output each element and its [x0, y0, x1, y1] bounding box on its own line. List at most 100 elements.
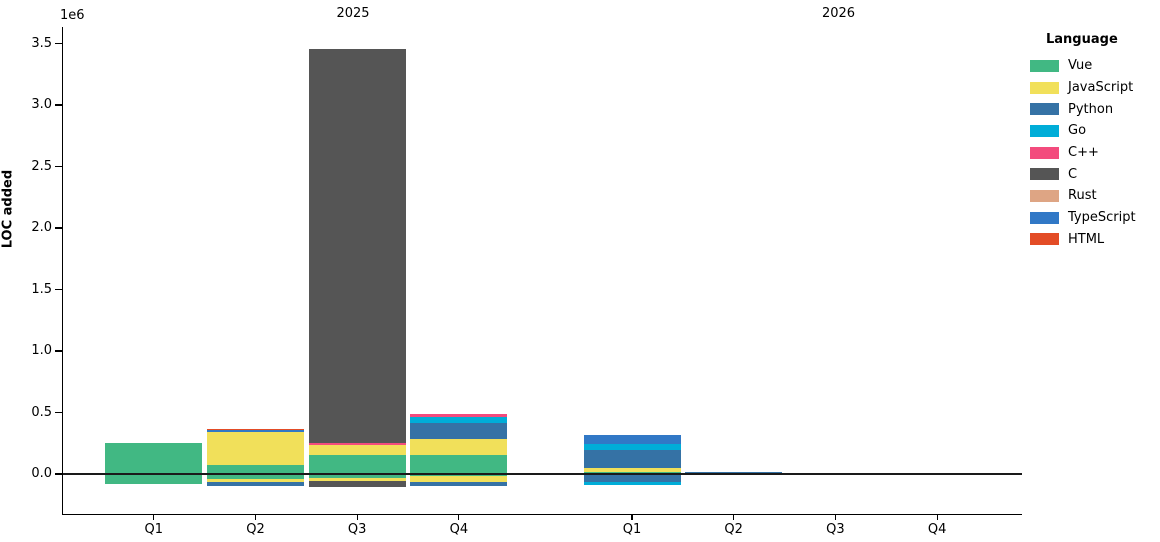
zero-line — [62, 473, 1022, 475]
bar-segment — [308, 445, 406, 456]
bar-segment — [207, 481, 304, 487]
bar-segment — [207, 429, 304, 432]
y-tickmark — [55, 288, 62, 291]
bar-segment — [583, 443, 681, 450]
x-tickmark — [356, 514, 358, 520]
x-axis-spine — [62, 514, 1022, 516]
y-tick-label: 3.0 — [31, 97, 52, 112]
x-tick-label-2026-Q3: Q3 — [826, 522, 845, 537]
legend-swatch — [1030, 211, 1059, 224]
legend-label: Vue — [1068, 58, 1093, 74]
legend-item-python: Python — [1030, 98, 1158, 120]
bar-segment — [583, 467, 681, 472]
x-tick-label-2026-Q4: Q4 — [927, 522, 947, 537]
bar-segment — [207, 465, 304, 474]
legend-label: Rust — [1068, 188, 1097, 204]
legend-label: Python — [1068, 101, 1114, 117]
y-axis-label: LOC added — [0, 169, 16, 249]
legend-swatch — [1030, 81, 1059, 94]
bar-segment — [410, 417, 508, 424]
y-tick-label: 3.5 — [31, 35, 52, 51]
legend-item-go: Go — [1030, 120, 1158, 142]
bar-segment — [410, 475, 508, 483]
legend-label: C — [1068, 166, 1078, 182]
bar-segment — [410, 439, 508, 456]
bar-segment — [583, 474, 681, 483]
legend-items: Vue JavaScript Python Go C++ C Rust TypeScript H… — [1030, 55, 1158, 250]
legend-swatch — [1030, 168, 1059, 181]
legend-item-html: HTML — [1030, 229, 1158, 251]
legend-title: Language — [1046, 32, 1118, 47]
bar-segment — [207, 428, 304, 430]
legend-label: HTML — [1068, 231, 1105, 247]
y-tick-label: 1.5 — [31, 281, 52, 297]
x-tick-label-2025-Q4: Q4 — [449, 522, 469, 537]
legend-label: TypeScript — [1068, 210, 1136, 226]
facet-title-2026: 2026 — [821, 6, 856, 21]
bar-segment — [308, 48, 406, 444]
x-tickmark — [254, 514, 257, 520]
legend-swatch — [1030, 124, 1059, 137]
legend-label: C++ — [1068, 145, 1099, 161]
y-tick-label: 0.0 — [31, 466, 52, 481]
y-tick-label: 1.0 — [31, 343, 52, 358]
y-tickmark — [55, 473, 62, 475]
y-axis-offset-label: 1e6 — [60, 8, 85, 23]
y-tickmark — [55, 104, 62, 106]
x-tickmark — [458, 514, 460, 520]
bar-segment — [308, 480, 406, 487]
x-tickmark — [153, 514, 155, 520]
bar-segment — [308, 474, 406, 478]
y-tickmark — [55, 350, 62, 352]
legend-swatch — [1030, 59, 1059, 72]
bar-segment — [308, 443, 406, 446]
legend-label: Go — [1068, 123, 1087, 139]
bar-segment — [410, 413, 508, 418]
bar-segment — [308, 455, 406, 474]
bar-segment — [207, 479, 304, 482]
legend-swatch — [1030, 146, 1059, 159]
y-tick-label: 2.0 — [31, 220, 52, 235]
bar-segment — [583, 449, 681, 468]
bar-segment — [583, 482, 681, 485]
bar-segment — [410, 423, 508, 440]
y-tickmark — [55, 165, 62, 168]
bar-segment — [207, 431, 304, 466]
x-tickmark — [834, 514, 836, 520]
bar-segment — [410, 455, 508, 474]
legend-swatch — [1030, 233, 1059, 246]
y-axis-spine — [62, 27, 64, 515]
bar-segment — [410, 482, 508, 487]
x-tickmark — [733, 514, 735, 520]
x-tick-label-2026-Q1: Q1 — [622, 522, 642, 537]
y-tickmark — [55, 42, 62, 45]
y-tickmark — [55, 227, 62, 229]
bar-segment — [410, 474, 508, 476]
x-tick-label-2025-Q2: Q2 — [246, 522, 265, 537]
legend-item-c: C — [1030, 163, 1158, 185]
legend-item-rust: Rust — [1030, 185, 1158, 207]
legend-item-vue: Vue — [1030, 55, 1158, 77]
x-tick-label-2025-Q3: Q3 — [347, 522, 367, 537]
x-tickmark — [631, 514, 633, 520]
legend-swatch — [1030, 103, 1059, 116]
facet-title-2025: 2025 — [336, 6, 370, 21]
bar-segment — [583, 471, 681, 474]
bar-segment — [685, 471, 783, 474]
legend-swatch — [1030, 189, 1059, 202]
bar-segment — [105, 442, 203, 474]
legend-label: JavaScript — [1068, 80, 1134, 96]
legend: Language Vue JavaScript Python Go C++ C Rust Ty… — [1030, 32, 1158, 250]
bar-segment — [105, 474, 203, 485]
legend-item-typescript: TypeScript — [1030, 207, 1158, 229]
x-tick-label-2026-Q2: Q2 — [724, 522, 743, 537]
bar-segment — [308, 477, 406, 481]
bar-segment — [207, 474, 304, 480]
x-tick-label-2025-Q1: Q1 — [144, 522, 164, 537]
bar-segment — [583, 434, 681, 444]
y-tick-label: 2.5 — [31, 158, 52, 174]
legend-item-c-: C++ — [1030, 142, 1158, 164]
y-tick-label: 0.5 — [31, 404, 52, 420]
x-tickmark — [936, 514, 938, 520]
